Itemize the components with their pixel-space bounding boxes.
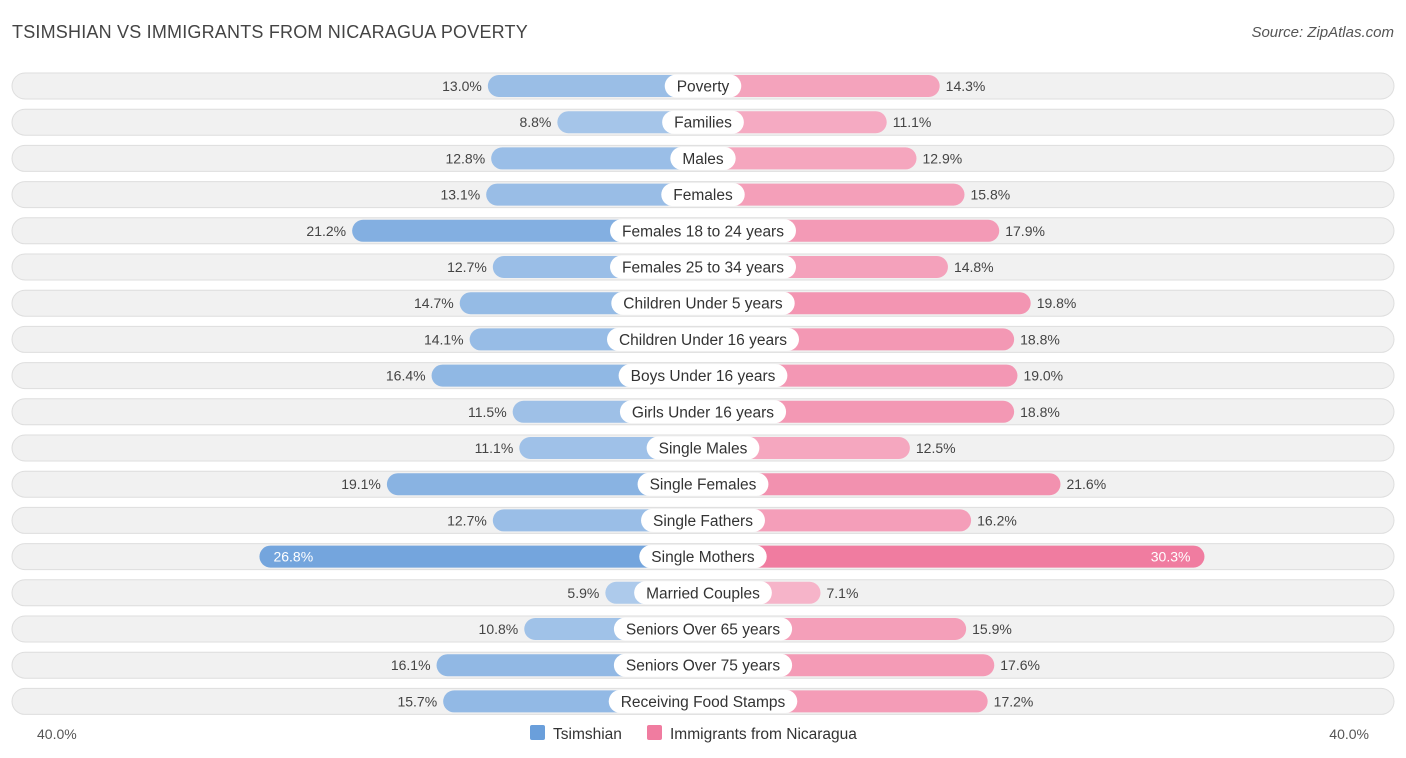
value-label-tsimshian: 12.7% xyxy=(447,259,487,275)
value-label-nicaragua: 14.3% xyxy=(946,78,986,94)
category-label: Children Under 5 years xyxy=(623,296,783,313)
value-label-tsimshian: 13.0% xyxy=(442,78,482,94)
category-label-background xyxy=(641,508,765,532)
category-label: Married Couples xyxy=(646,585,760,602)
bar-nicaragua xyxy=(703,545,1205,568)
value-label-tsimshian: 19.1% xyxy=(341,476,381,492)
bar-tsimshian xyxy=(491,147,703,170)
axis-label-right: 40.0% xyxy=(1329,726,1369,742)
value-label-nicaragua: 18.8% xyxy=(1020,404,1060,420)
value-label-nicaragua: 17.6% xyxy=(1000,657,1040,673)
chart-source: Source: ZipAtlas.com xyxy=(1251,24,1394,41)
value-label-nicaragua: 16.2% xyxy=(977,512,1017,528)
value-label-nicaragua: 21.6% xyxy=(1066,476,1106,492)
category-label-background xyxy=(610,255,796,279)
category-label: Females 25 to 34 years xyxy=(622,260,784,277)
bar-tsimshian xyxy=(259,545,703,568)
category-label-background xyxy=(608,689,798,713)
value-label-nicaragua: 15.9% xyxy=(972,621,1012,637)
category-label: Seniors Over 65 years xyxy=(626,622,780,639)
category-label-background xyxy=(661,183,745,207)
category-label-background xyxy=(618,364,788,388)
value-label-tsimshian: 5.9% xyxy=(567,585,599,601)
value-label-nicaragua: 18.8% xyxy=(1020,331,1060,347)
value-label-nicaragua: 11.1% xyxy=(893,114,932,130)
category-label-background xyxy=(613,617,793,641)
category-label-background xyxy=(610,219,796,243)
value-label-nicaragua: 19.8% xyxy=(1037,295,1077,311)
bar-nicaragua xyxy=(703,75,940,97)
category-label-background xyxy=(634,581,772,605)
bar-nicaragua xyxy=(703,509,972,532)
category-label-background xyxy=(619,400,787,424)
value-label-tsimshian: 12.7% xyxy=(447,512,487,528)
value-label-nicaragua: 17.9% xyxy=(1005,223,1045,239)
category-label: Girls Under 16 years xyxy=(632,404,774,421)
value-label-nicaragua: 14.8% xyxy=(954,259,994,275)
value-label-tsimshian: 21.2% xyxy=(306,223,346,239)
category-label: Poverty xyxy=(677,79,730,96)
bar-nicaragua xyxy=(703,147,917,170)
value-label-tsimshian: 26.8% xyxy=(273,549,313,565)
value-label-nicaragua: 12.9% xyxy=(922,150,962,166)
bar-tsimshian xyxy=(386,473,703,496)
axis-label-left: 40.0% xyxy=(37,726,77,742)
value-label-tsimshian: 16.4% xyxy=(386,368,426,384)
category-label-background xyxy=(646,436,760,460)
category-label-background xyxy=(664,74,742,98)
value-label-nicaragua: 30.3% xyxy=(1151,549,1191,565)
value-label-tsimshian: 14.7% xyxy=(414,295,454,311)
value-label-tsimshian: 12.8% xyxy=(445,150,485,166)
category-label: Children Under 16 years xyxy=(619,332,787,349)
category-label-background xyxy=(611,291,795,315)
bar-tsimshian xyxy=(487,75,703,97)
category-label: Single Males xyxy=(659,441,748,458)
value-label-tsimshian: 8.8% xyxy=(519,114,551,130)
bar-tsimshian xyxy=(486,183,703,206)
value-label-tsimshian: 14.1% xyxy=(424,331,464,347)
bar-nicaragua xyxy=(703,473,1061,496)
value-label-nicaragua: 19.0% xyxy=(1023,368,1063,384)
category-label: Families xyxy=(674,115,732,132)
legend-swatch-nicaragua xyxy=(647,725,662,740)
category-label-background xyxy=(670,146,736,170)
chart-title: TSIMSHIAN VS IMMIGRANTS FROM NICARAGUA P… xyxy=(12,22,528,42)
category-label-background xyxy=(613,653,793,677)
value-label-tsimshian: 10.8% xyxy=(479,621,519,637)
category-label: Seniors Over 75 years xyxy=(626,658,780,675)
category-label-background xyxy=(606,327,800,351)
legend-label-nicaragua: Immigrants from Nicaragua xyxy=(670,726,857,743)
category-label: Females xyxy=(673,187,733,204)
value-label-tsimshian: 13.1% xyxy=(440,187,480,203)
category-label: Males xyxy=(682,151,724,168)
category-label: Single Mothers xyxy=(651,549,755,566)
category-label: Single Fathers xyxy=(653,513,753,530)
value-label-nicaragua: 12.5% xyxy=(916,440,956,456)
legend-label-tsimshian: Tsimshian xyxy=(553,726,622,743)
category-label-background xyxy=(639,545,767,569)
bar-nicaragua xyxy=(703,183,965,206)
category-label-background xyxy=(637,472,769,496)
bar-nicaragua xyxy=(703,111,887,134)
category-label: Boys Under 16 years xyxy=(631,368,776,385)
category-label-background xyxy=(662,110,744,134)
value-label-tsimshian: 16.1% xyxy=(391,657,431,673)
value-label-nicaragua: 15.8% xyxy=(970,187,1010,203)
value-label-tsimshian: 11.5% xyxy=(468,404,507,420)
value-label-tsimshian: 11.1% xyxy=(475,440,514,456)
legend-swatch-tsimshian xyxy=(530,725,545,740)
value-label-nicaragua: 7.1% xyxy=(827,585,859,601)
value-label-tsimshian: 15.7% xyxy=(397,693,437,709)
category-label: Single Females xyxy=(650,477,757,494)
category-label: Females 18 to 24 years xyxy=(622,223,784,240)
category-label: Receiving Food Stamps xyxy=(621,694,786,711)
value-label-nicaragua: 17.2% xyxy=(994,693,1034,709)
